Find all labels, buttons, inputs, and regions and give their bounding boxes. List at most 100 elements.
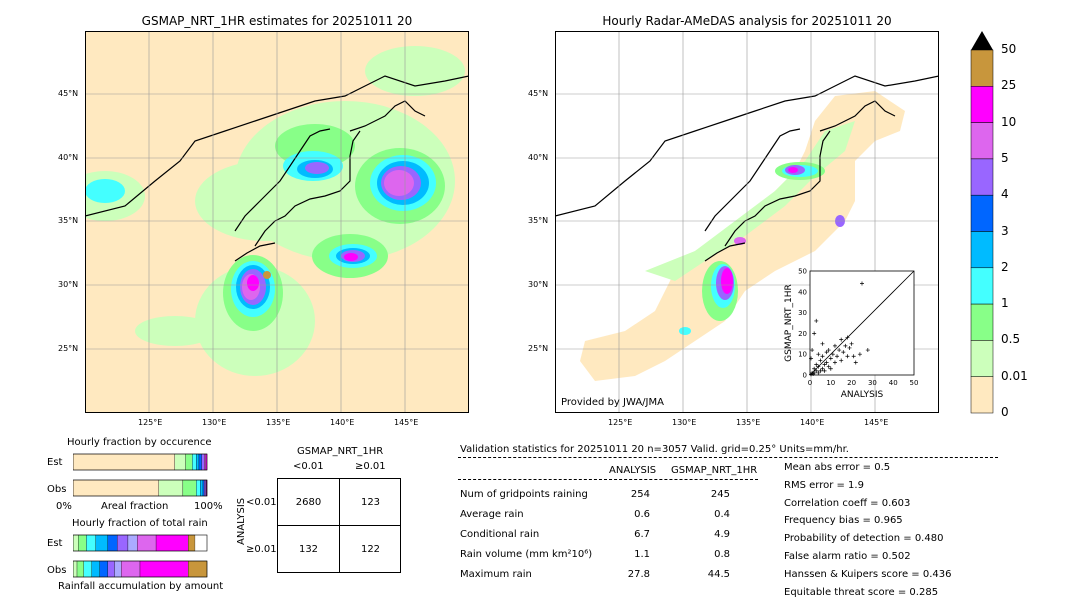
- left-map-title: GSMAP_NRT_1HR estimates for 20251011 20: [141, 14, 413, 28]
- colorbar-label: 1: [1001, 296, 1009, 311]
- bar-segment: [73, 479, 159, 497]
- inset-xtick: 50: [910, 379, 919, 387]
- right-lon-125: 125°E: [608, 418, 633, 427]
- right-lon-130: 130°E: [672, 418, 697, 427]
- stats-row-gsmap: 0.8: [714, 549, 730, 560]
- scatter-point: [828, 366, 833, 371]
- scatter-point: [851, 354, 856, 359]
- colorbar-segment: [970, 49, 994, 87]
- bar-segment: [174, 453, 186, 471]
- scatter-point: [820, 366, 825, 371]
- contingency-col-ge: ≥0.01: [355, 461, 386, 472]
- colorbar: [970, 31, 994, 414]
- score-item: RMS error = 1.9: [784, 479, 864, 491]
- bar-segment: [95, 534, 108, 552]
- occurrence-xlabel-100: 100%: [194, 501, 223, 512]
- score-item: False alarm ratio = 0.502: [784, 551, 911, 562]
- bar-segment: [202, 479, 205, 497]
- contingency-cell-10: 132: [298, 544, 319, 555]
- inset-xlabel: ANALYSIS: [841, 390, 884, 400]
- occurrence-row-est: Est: [47, 457, 63, 468]
- score-item: Probability of detection = 0.480: [784, 533, 944, 545]
- contingency-table: 2680 123 132 122: [277, 478, 401, 573]
- scatter-point: [812, 331, 817, 336]
- score-item: Frequency bias = 0.965: [784, 515, 903, 527]
- left-lon-130: 130°E: [202, 418, 227, 427]
- bar-segment: [76, 560, 84, 578]
- bar-segment: [201, 453, 205, 471]
- bar-segment: [107, 560, 115, 578]
- right-lat-25: 25°N: [528, 344, 549, 353]
- score-item: Correlation coeff = 0.603: [784, 497, 911, 509]
- scatter-point: [810, 348, 815, 353]
- colorbar-segment: [970, 194, 994, 232]
- colorbar-label: 0.5: [1001, 332, 1021, 347]
- left-lon-135: 135°E: [266, 418, 291, 427]
- scatter-point: [839, 358, 844, 363]
- right-lat-45: 45°N: [528, 89, 549, 98]
- bar-segment: [114, 560, 122, 578]
- stats-row-label: Maximum rain: [460, 569, 532, 580]
- colorbar-segment: [970, 158, 994, 196]
- bar-segment: [188, 534, 196, 552]
- total-xlabel: Rainfall accumulation by amount: [58, 581, 224, 592]
- left-lat-35: 35°N: [58, 216, 79, 225]
- bar-segment: [204, 453, 206, 471]
- colorbar-label: 10: [1001, 114, 1017, 129]
- scatter-point: [860, 281, 864, 286]
- scatter-point: [820, 341, 825, 346]
- data-credit: Provided by JWA/JMA: [561, 397, 664, 408]
- bar-segment: [127, 534, 138, 552]
- scatter-point: [814, 368, 819, 373]
- scatter-point: [828, 356, 833, 361]
- scatter-point: [843, 343, 848, 348]
- scatter-point: [830, 352, 835, 357]
- scatter-point: [839, 337, 844, 342]
- colorbar-label: 50: [1001, 42, 1017, 56]
- scatter-point: [832, 343, 837, 348]
- total-title: Hourly fraction of total rain: [72, 518, 208, 529]
- scatter-point: [826, 348, 831, 353]
- right-lat-40: 40°N: [528, 153, 549, 162]
- stats-row-label: Num of gridpoints raining: [460, 489, 588, 500]
- contingency-col-lt: <0.01: [293, 461, 324, 472]
- stats-row-analysis: 0.6: [634, 509, 650, 520]
- scatter-point: [857, 352, 862, 357]
- scatter-point: [847, 345, 852, 350]
- contingency-title: GSMAP_NRT_1HR: [297, 446, 384, 457]
- occurrence-bars: [73, 453, 208, 497]
- colorbar-segment: [970, 376, 994, 414]
- occurrence-title: Hourly fraction by occurence: [67, 437, 212, 448]
- bar-segment: [91, 560, 100, 578]
- stats-row-gsmap: 4.9: [714, 529, 730, 540]
- inset-diagonal: [809, 270, 915, 376]
- bar-segment: [198, 453, 202, 471]
- inset-ytick: 30: [798, 309, 807, 317]
- stats-row-gsmap: 0.4: [714, 509, 730, 520]
- bar-segment: [188, 560, 208, 578]
- stats-col-gsmap: GSMAP_NRT_1HR: [671, 465, 758, 476]
- stats-row-analysis: 1.1: [634, 549, 650, 560]
- bar-segment: [155, 534, 189, 552]
- bar-segment: [204, 479, 206, 497]
- stats-divider-2: [458, 479, 758, 480]
- colorbar-segment: [970, 86, 994, 123]
- stats-row-label: Rain volume (mm km²10⁶): [460, 549, 593, 560]
- scatter-point: [822, 362, 827, 367]
- left-lat-40: 40°N: [58, 153, 79, 162]
- occurrence-xlabel-0: 0%: [56, 501, 72, 512]
- total-bars: [73, 534, 208, 578]
- total-row-obs: Obs: [47, 565, 67, 576]
- bar-outline: [73, 479, 208, 497]
- total-row-est: Est: [47, 538, 63, 549]
- inset-scatter: 00 10 10 20 20 30 30 40 40 50 50 ANALYSIS GSMAP_NRT_…: [784, 268, 919, 401]
- bar-segment: [73, 560, 78, 578]
- left-lon-140: 140°E: [330, 418, 355, 427]
- bar-segment: [158, 479, 184, 497]
- right-lat-35: 35°N: [528, 216, 549, 225]
- left-lon-145: 145°E: [394, 418, 419, 427]
- stats-row-analysis: 6.7: [634, 529, 650, 540]
- colorbar-label: 0: [1001, 405, 1009, 419]
- scatter-point: [812, 366, 817, 371]
- contingency-cell-00: 2680: [295, 497, 322, 508]
